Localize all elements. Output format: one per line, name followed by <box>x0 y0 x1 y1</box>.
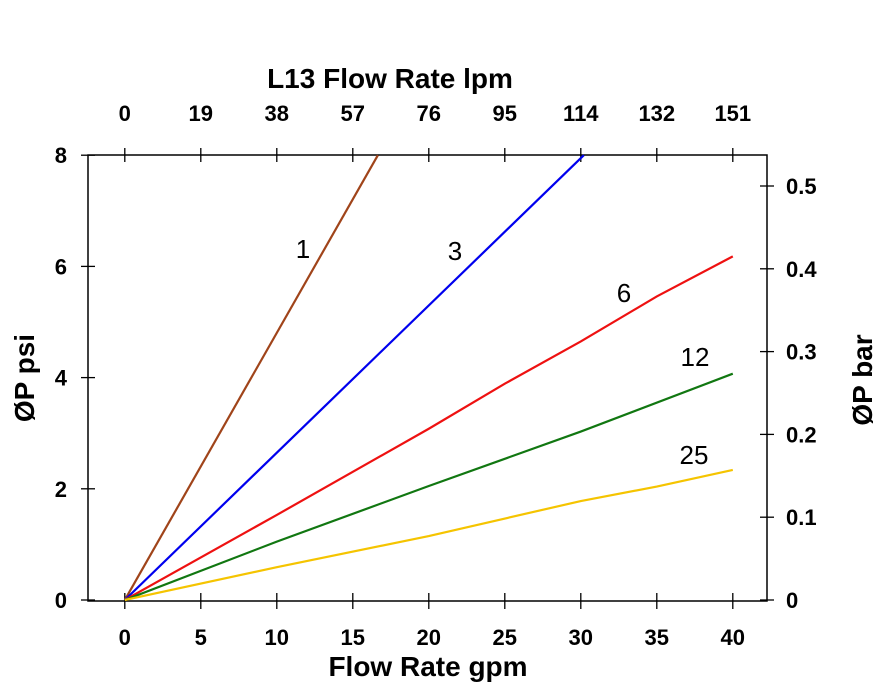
series-line-25 <box>124 468 734 602</box>
x2-tick-label: 38 <box>265 101 289 126</box>
x-tick-label: 35 <box>645 625 669 650</box>
series-label-3: 3 <box>448 236 462 266</box>
series-line-1 <box>123 154 379 601</box>
y2-tick-label: 0.2 <box>786 422 817 447</box>
x2-tick-label: 57 <box>341 101 365 126</box>
x-tick-label: 15 <box>341 625 365 650</box>
y2-tick-label: 0 <box>786 588 798 613</box>
x-tick-label: 10 <box>265 625 289 650</box>
x-axis-label: Flow Rate gpm <box>328 651 527 682</box>
series-label-25: 25 <box>680 440 709 470</box>
x2-tick-label: 151 <box>714 101 751 126</box>
series-line-3 <box>124 154 585 601</box>
y-axis-label: ØP psi <box>9 334 40 422</box>
series-label-12: 12 <box>681 342 710 372</box>
y-tick-label: 6 <box>55 254 67 279</box>
x2-tick-label: 76 <box>417 101 441 126</box>
x-tick-label: 5 <box>195 625 207 650</box>
x-tick-label: 25 <box>493 625 517 650</box>
x-tick-label: 30 <box>569 625 593 650</box>
y2-tick-label: 0.1 <box>786 505 817 530</box>
y-tick-label: 8 <box>55 143 67 168</box>
y2-axis-label: ØP bar <box>847 334 878 425</box>
y-tick-label: 4 <box>55 366 68 391</box>
series-line-6 <box>124 255 734 601</box>
x-tick-label: 40 <box>721 625 745 650</box>
y-tick-label: 2 <box>55 477 67 502</box>
x2-tick-label: 19 <box>189 101 213 126</box>
y2-tick-label: 0.3 <box>786 340 817 365</box>
y-tick-label: 0 <box>55 588 67 613</box>
x2-tick-label: 95 <box>493 101 517 126</box>
x2-tick-label: 114 <box>563 101 599 126</box>
x2-tick-label: 0 <box>119 101 131 126</box>
plot-frame <box>87 154 768 602</box>
x-tick-label: 20 <box>417 625 441 650</box>
x-tick-label: 0 <box>119 625 131 650</box>
series-label-1: 1 <box>296 234 310 264</box>
y2-tick-label: 0.4 <box>786 257 817 282</box>
series-label-6: 6 <box>617 278 631 308</box>
x2-tick-label: 132 <box>638 101 675 126</box>
series-line-12 <box>124 372 734 602</box>
chart-title: L13 Flow Rate lpm <box>267 63 513 94</box>
y2-tick-label: 0.5 <box>786 174 817 199</box>
